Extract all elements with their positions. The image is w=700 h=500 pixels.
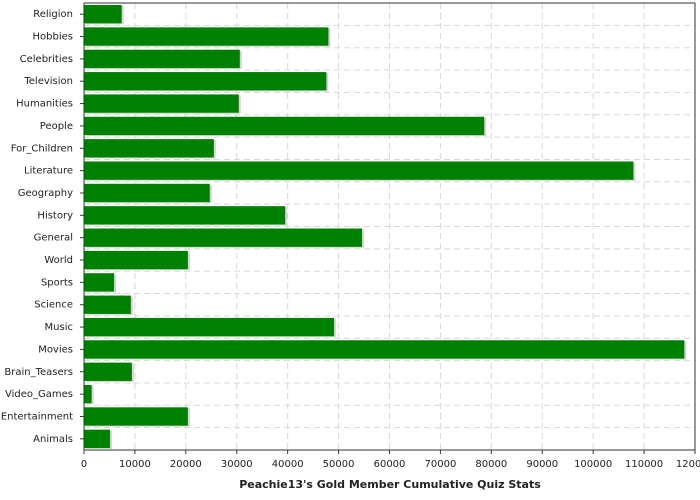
x-tick-label: 90000	[526, 459, 558, 470]
y-tick-label: Literature	[24, 166, 73, 177]
bar	[84, 116, 485, 136]
x-tick-label: 0	[81, 459, 87, 470]
bar	[84, 183, 210, 203]
y-tick-label: Movies	[38, 344, 73, 355]
y-tick-label: People	[40, 121, 73, 132]
x-tick-label: 100000	[574, 459, 612, 470]
y-tick-label: Science	[34, 300, 73, 311]
x-axis-label: Peachie13's Gold Member Cumulative Quiz …	[239, 478, 541, 491]
x-tick-label: 30000	[221, 459, 253, 470]
x-tick-label: 20000	[170, 459, 202, 470]
x-tick-label: 110000	[625, 459, 663, 470]
bar	[84, 27, 329, 46]
bar	[84, 340, 685, 359]
y-tick-label: For_Children	[11, 143, 73, 154]
y-tick-label: Music	[45, 322, 73, 333]
bar	[84, 94, 239, 113]
x-tick-label: 50000	[323, 459, 355, 470]
bar	[84, 317, 335, 337]
bar	[84, 206, 286, 225]
x-tick-label: 70000	[425, 459, 457, 470]
bar	[84, 295, 131, 314]
bar	[84, 384, 92, 404]
x-tick-label: 10000	[119, 459, 151, 470]
y-tick-label: General	[34, 233, 73, 244]
y-tick-label: Hobbies	[33, 32, 73, 43]
y-tick-label: Religion	[33, 9, 73, 20]
bar	[84, 362, 132, 381]
bar	[84, 72, 327, 91]
y-tick-label: World	[44, 255, 73, 266]
bar	[84, 161, 634, 180]
x-tick-label: 40000	[272, 459, 304, 470]
bar	[84, 49, 240, 69]
bar	[84, 139, 214, 158]
y-tick-label: Animals	[33, 434, 73, 445]
y-tick-label: Geography	[18, 188, 73, 199]
bar	[84, 5, 122, 24]
y-tick-label: Brain_Teasers	[4, 367, 73, 378]
x-tick-label: 80000	[475, 459, 507, 470]
bar	[84, 273, 115, 292]
y-tick-label: Entertainment	[1, 411, 73, 422]
x-tick-label: 60000	[374, 459, 406, 470]
y-tick-label: Television	[23, 76, 73, 87]
y-tick-label: Celebrities	[20, 54, 73, 65]
x-tick-label: 120000	[676, 459, 700, 470]
y-tick-label: Sports	[41, 277, 73, 288]
bar	[84, 429, 110, 448]
y-tick-label: Humanities	[16, 99, 73, 110]
y-tick-label: Video_Games	[5, 389, 73, 400]
bar	[84, 407, 188, 426]
bar	[84, 250, 188, 270]
y-tick-label: History	[37, 210, 73, 221]
bar	[84, 228, 363, 247]
